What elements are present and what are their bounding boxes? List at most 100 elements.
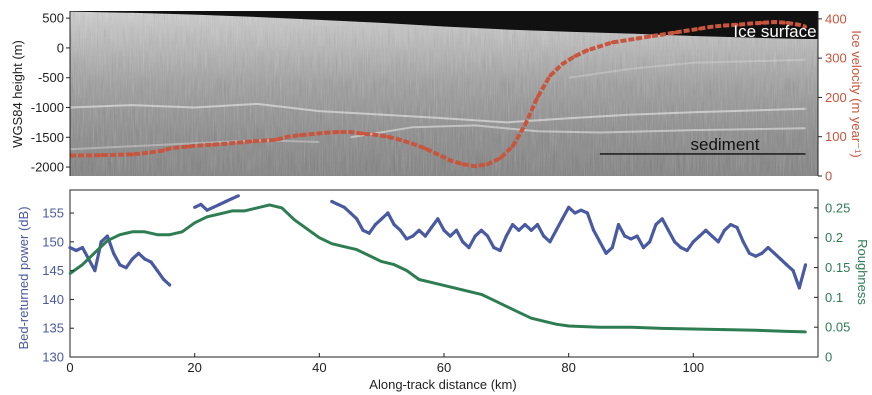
- ice-velocity-point: [311, 132, 315, 136]
- bed-power-point: [666, 228, 671, 232]
- roughness-point: [392, 263, 396, 266]
- ice-velocity-point: [436, 152, 440, 156]
- bed-power-point: [423, 234, 427, 238]
- roughness-axis-title: Roughness: [855, 239, 870, 305]
- ice-velocity-line: [70, 19, 807, 169]
- ice-velocity-point: [803, 25, 808, 29]
- roughness-point: [131, 230, 134, 234]
- ice-velocity-point: [411, 142, 415, 146]
- bed-power-point: [616, 223, 621, 227]
- bed-power-point: [380, 217, 384, 221]
- roughness-point: [305, 227, 309, 231]
- bed-power-point: [610, 246, 614, 250]
- ice-velocity-point: [685, 29, 689, 33]
- ice-velocity-point: [423, 146, 427, 151]
- bed-power-point: [498, 248, 502, 253]
- roughness-point: [723, 328, 726, 331]
- bed-power-point: [361, 228, 365, 232]
- roughness-point: [93, 251, 97, 254]
- bed-power-point: [330, 199, 334, 204]
- bed-power-point: [429, 225, 434, 229]
- bed-power-point: [710, 234, 714, 238]
- ice-velocity-point: [548, 74, 552, 78]
- bed-power-point: [529, 228, 533, 232]
- roughness-point: [193, 221, 196, 225]
- distance-tick-label: 20: [187, 360, 201, 375]
- bed-power-point: [342, 205, 346, 209]
- bed-power-point: [161, 277, 166, 281]
- power-tick-label: 155: [42, 206, 64, 221]
- ice-velocity-point: [286, 135, 290, 139]
- ice-velocity-point: [585, 48, 590, 52]
- ice-velocity-point: [648, 34, 652, 39]
- bed-power-point: [193, 205, 197, 209]
- ice-velocity-point: [772, 20, 777, 24]
- roughness-point: [430, 281, 433, 284]
- power-axis-title: Bed-returned power (dB): [16, 206, 31, 349]
- bed-power-point: [492, 246, 496, 250]
- ice-velocity-point: [361, 132, 365, 136]
- velocity-tick-label: 100: [825, 129, 847, 144]
- bed-power-point: [137, 251, 141, 255]
- distance-tick-label: 100: [682, 360, 704, 375]
- ice-velocity-point: [168, 146, 172, 151]
- velocity-axis-title: Ice velocity (m year⁻¹): [849, 30, 864, 158]
- bed-power-point: [118, 263, 122, 267]
- roughness-point: [268, 203, 271, 207]
- roughness-point: [230, 209, 234, 213]
- roughness-point: [343, 245, 346, 248]
- roughness-axis: 0.25 0.2 0.15 0.1 0.05 0: [814, 200, 850, 365]
- roughness-tick-label: 0.2: [825, 230, 843, 245]
- bed-power-point: [585, 211, 590, 215]
- power-tick-label: 150: [42, 234, 64, 249]
- roughness-tick-label: 0.05: [825, 320, 850, 335]
- bed-power-point: [473, 234, 477, 238]
- bed-power-point: [673, 240, 677, 244]
- ice-velocity-point: [535, 95, 540, 99]
- ice-surface-region: [70, 11, 818, 39]
- bed-power-point: [448, 234, 452, 238]
- bed-power-point: [436, 217, 440, 221]
- roughness-point: [218, 212, 221, 216]
- velocity-tick-label: 0: [825, 169, 832, 184]
- roughness-point: [542, 319, 545, 323]
- height-tick-label: 0: [57, 40, 64, 55]
- ice-velocity-point: [299, 133, 303, 137]
- bed-power-point: [373, 223, 377, 227]
- roughness-point: [118, 233, 122, 236]
- roughness-tick-label: 0.1: [825, 290, 843, 305]
- ice-velocity-point: [348, 130, 353, 134]
- bed-power-point: [523, 223, 527, 227]
- bed-power-point: [766, 246, 770, 250]
- bottom-series: [68, 194, 808, 334]
- ice-velocity-point: [99, 153, 103, 157]
- ice-velocity-point: [130, 152, 134, 156]
- roughness-point: [629, 325, 633, 329]
- roughness-line: [69, 203, 806, 334]
- bed-power-point: [716, 240, 720, 244]
- bed-power-point: [348, 211, 353, 215]
- bed-power-point: [143, 257, 147, 261]
- bed-power-point: [685, 248, 689, 253]
- ice-velocity-point: [523, 123, 527, 127]
- roughness-point: [598, 325, 602, 329]
- roughness-point: [180, 230, 184, 234]
- roughness-point: [530, 316, 533, 320]
- bed-power-point: [105, 234, 109, 238]
- bed-power-point: [405, 237, 409, 241]
- bed-power-point: [149, 260, 153, 264]
- ice-velocity-point: [623, 38, 627, 43]
- ice-velocity-point: [635, 36, 639, 41]
- roughness-point: [255, 206, 259, 210]
- roughness-point: [106, 239, 109, 242]
- bed-power-point: [747, 251, 752, 255]
- ice-velocity-point: [660, 33, 664, 37]
- bed-power-point: [754, 254, 758, 258]
- bed-power-point: [797, 286, 801, 290]
- roughness-tick-label: 0.15: [825, 260, 850, 275]
- bed-power-point: [592, 228, 596, 232]
- roughness-point: [692, 327, 695, 331]
- roughness-point: [293, 218, 296, 222]
- power-tick-label: 145: [42, 263, 64, 278]
- ice-velocity-point: [249, 139, 253, 143]
